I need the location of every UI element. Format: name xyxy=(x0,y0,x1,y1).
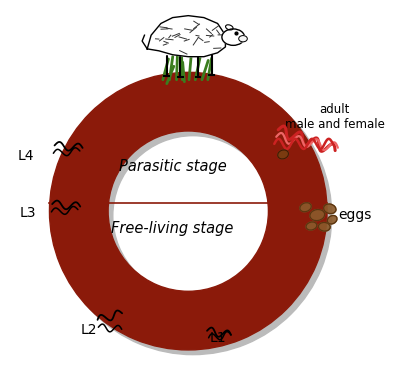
Text: adult
male and female: adult male and female xyxy=(285,103,385,131)
Ellipse shape xyxy=(278,150,288,159)
Ellipse shape xyxy=(300,203,311,212)
Text: eggs: eggs xyxy=(338,208,371,222)
Ellipse shape xyxy=(239,36,247,42)
Polygon shape xyxy=(147,16,226,57)
Wedge shape xyxy=(54,77,332,355)
Text: L4: L4 xyxy=(18,149,34,163)
Ellipse shape xyxy=(318,222,330,231)
Ellipse shape xyxy=(222,29,244,45)
Text: Parasitic stage: Parasitic stage xyxy=(119,159,226,174)
Text: L3: L3 xyxy=(20,206,36,220)
Text: Free-living stage: Free-living stage xyxy=(112,221,234,236)
Ellipse shape xyxy=(306,222,317,230)
Ellipse shape xyxy=(327,215,337,224)
Wedge shape xyxy=(50,72,327,350)
Ellipse shape xyxy=(226,25,233,30)
Ellipse shape xyxy=(324,204,336,213)
Text: L1: L1 xyxy=(209,331,226,345)
Text: L2: L2 xyxy=(80,323,97,337)
Ellipse shape xyxy=(310,210,325,221)
